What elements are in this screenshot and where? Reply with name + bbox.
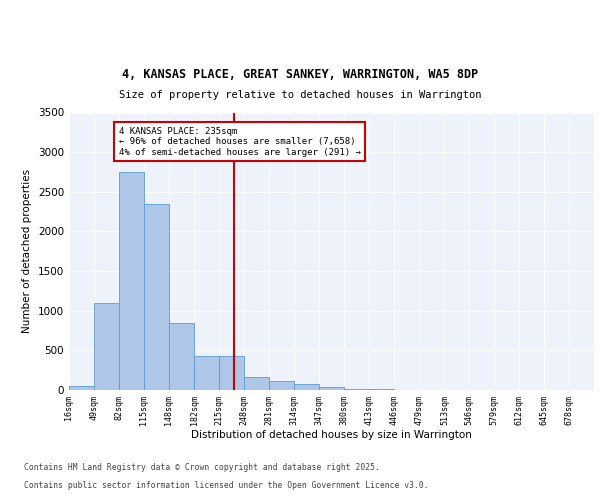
Text: Contains public sector information licensed under the Open Government Licence v3: Contains public sector information licen… [24,481,428,490]
Text: 4 KANSAS PLACE: 235sqm
← 96% of detached houses are smaller (7,658)
4% of semi-d: 4 KANSAS PLACE: 235sqm ← 96% of detached… [119,127,361,156]
X-axis label: Distribution of detached houses by size in Warrington: Distribution of detached houses by size … [191,430,472,440]
Bar [269,381,294,390]
Bar [69,386,94,390]
Bar [144,204,169,390]
Bar [244,376,269,390]
Bar [119,172,144,390]
Bar [319,387,344,390]
Bar [344,389,369,390]
Bar [194,356,220,390]
Text: Contains HM Land Registry data © Crown copyright and database right 2025.: Contains HM Land Registry data © Crown c… [24,462,380,471]
Y-axis label: Number of detached properties: Number of detached properties [22,169,32,334]
Bar [294,384,319,390]
Bar [94,303,119,390]
Bar [169,322,194,390]
Text: 4, KANSAS PLACE, GREAT SANKEY, WARRINGTON, WA5 8DP: 4, KANSAS PLACE, GREAT SANKEY, WARRINGTO… [122,68,478,81]
Bar [369,389,394,390]
Text: Size of property relative to detached houses in Warrington: Size of property relative to detached ho… [119,90,481,100]
Bar [220,356,244,390]
